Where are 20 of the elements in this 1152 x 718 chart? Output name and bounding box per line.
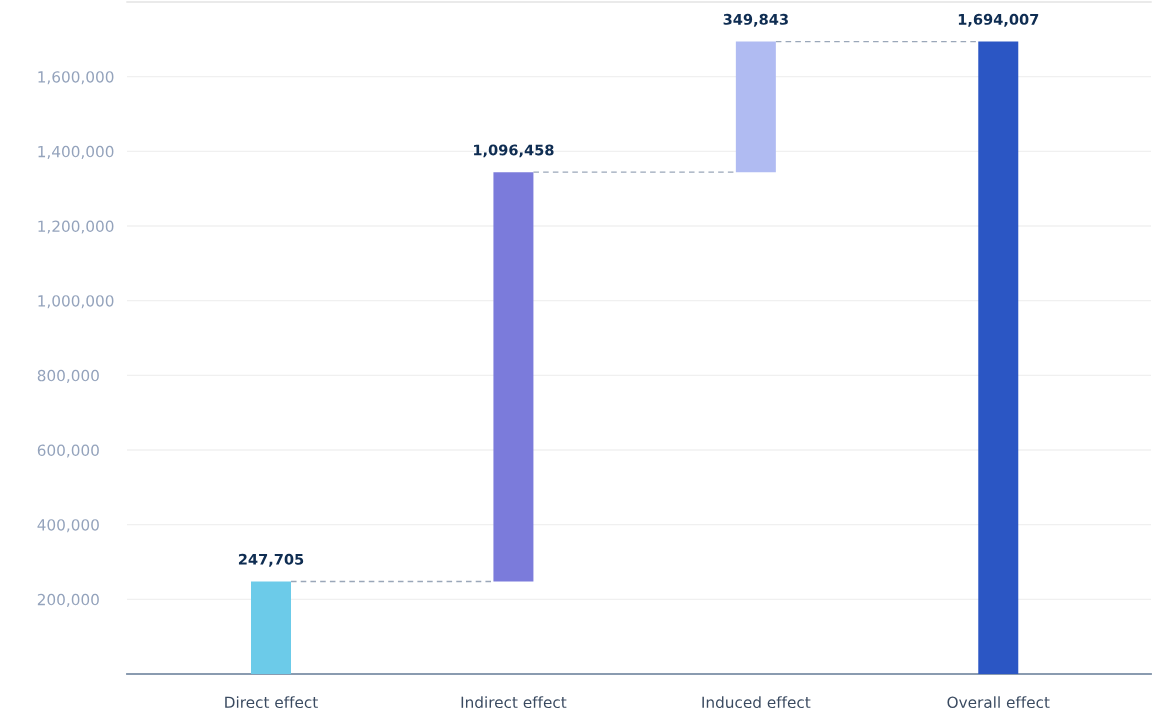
y-tick-label: 800,000 [37,369,99,383]
x-tick-label: Direct effect [225,696,318,709]
y-tick-label: 1,400,000 [38,145,114,159]
bar [251,581,291,674]
bar [493,172,534,582]
x-tick-label: Indirect effect [461,696,567,709]
data-label: 349,843 [723,13,788,27]
y-tick-label: 1,200,000 [38,220,114,234]
x-tick-label: Overall effect [947,696,1050,709]
y-tick-label: 200,000 [37,593,99,607]
y-tick-label: 1,600,000 [38,71,114,85]
y-tick-label: 1,000,000 [38,295,114,309]
x-tick-label: Induced effect [702,696,811,709]
y-tick-label: 400,000 [37,519,99,533]
bar [978,41,1019,674]
bar [735,41,776,173]
data-label: 247,705 [238,553,304,567]
y-tick-label: 600,000 [37,444,99,458]
data-label: 1,096,458 [474,144,554,158]
data-label: 1,694,007 [958,13,1039,27]
